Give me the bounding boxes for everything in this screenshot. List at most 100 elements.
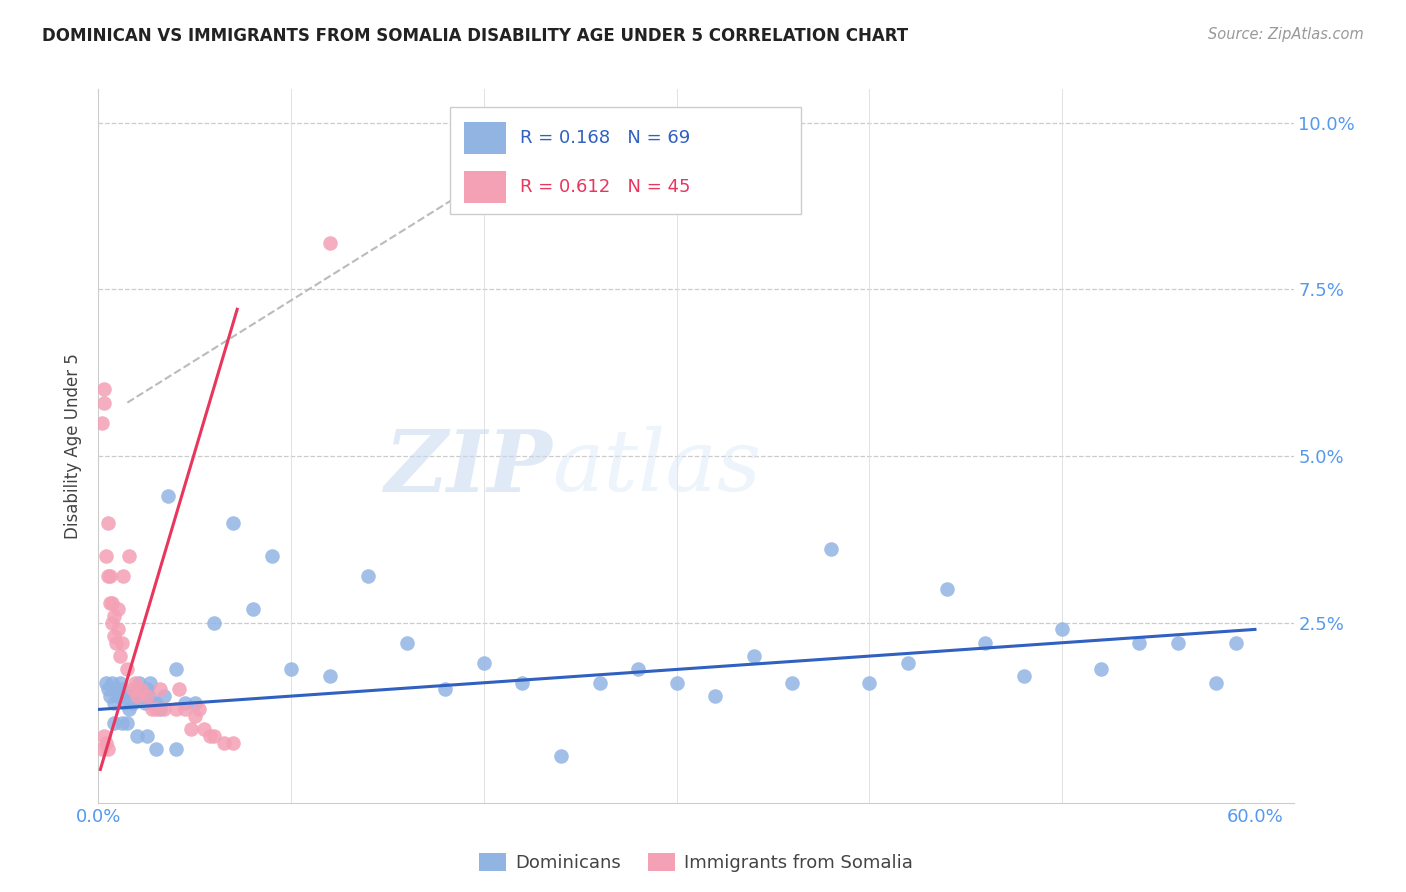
- Point: [117, 689, 139, 703]
- Point: [174, 696, 197, 710]
- Point: [118, 702, 141, 716]
- Point: [184, 696, 207, 710]
- Point: [120, 696, 142, 710]
- Point: [704, 689, 727, 703]
- Point: [134, 696, 156, 710]
- Point: [202, 729, 225, 743]
- Point: [174, 702, 197, 716]
- Point: [135, 689, 157, 703]
- Point: [98, 569, 121, 583]
- Point: [112, 569, 135, 583]
- Point: [319, 235, 342, 250]
- Point: [165, 702, 187, 716]
- Point: [125, 729, 148, 743]
- Point: [132, 689, 155, 703]
- Point: [135, 682, 157, 697]
- Point: [125, 682, 148, 697]
- Point: [129, 682, 152, 697]
- Point: [108, 649, 131, 664]
- Point: [665, 675, 688, 690]
- Point: [124, 675, 146, 690]
- Point: [202, 615, 225, 630]
- Point: [114, 696, 136, 710]
- Point: [550, 749, 572, 764]
- Point: [357, 569, 380, 583]
- Point: [135, 729, 157, 743]
- Point: [145, 742, 167, 756]
- Point: [112, 689, 135, 703]
- Point: [93, 729, 115, 743]
- Point: [180, 723, 202, 737]
- Point: [107, 689, 129, 703]
- Point: [149, 682, 172, 697]
- Point: [139, 675, 162, 690]
- Point: [260, 549, 283, 563]
- Point: [93, 382, 115, 396]
- Point: [117, 662, 139, 676]
- Point: [141, 696, 163, 710]
- Point: [97, 682, 120, 697]
- Point: [184, 709, 207, 723]
- Point: [93, 395, 115, 409]
- Text: R = 0.168   N = 69: R = 0.168 N = 69: [520, 129, 690, 147]
- Point: [820, 542, 842, 557]
- Point: [742, 649, 765, 664]
- Point: [897, 656, 920, 670]
- Point: [97, 742, 120, 756]
- Point: [118, 549, 141, 563]
- Point: [122, 682, 145, 697]
- Point: [193, 723, 215, 737]
- Point: [103, 696, 125, 710]
- Point: [222, 736, 245, 750]
- Point: [104, 636, 127, 650]
- Point: [1225, 636, 1247, 650]
- Point: [128, 675, 150, 690]
- Point: [94, 736, 117, 750]
- Bar: [464, 122, 506, 154]
- Point: [627, 662, 650, 676]
- Point: [91, 416, 114, 430]
- Point: [103, 715, 125, 730]
- Y-axis label: Disability Age Under 5: Disability Age Under 5: [65, 353, 83, 539]
- Point: [141, 702, 163, 716]
- Point: [103, 609, 125, 624]
- Point: [110, 715, 132, 730]
- Point: [145, 702, 167, 716]
- Point: [153, 702, 176, 716]
- Point: [200, 729, 222, 743]
- Text: R = 0.612   N = 45: R = 0.612 N = 45: [520, 178, 690, 196]
- Point: [97, 569, 120, 583]
- Point: [222, 516, 245, 530]
- Point: [103, 629, 125, 643]
- Point: [165, 662, 187, 676]
- Point: [145, 696, 167, 710]
- Point: [107, 623, 129, 637]
- Point: [94, 675, 117, 690]
- Point: [97, 516, 120, 530]
- Point: [1012, 669, 1035, 683]
- Point: [1090, 662, 1112, 676]
- Point: [1167, 636, 1189, 650]
- Point: [472, 656, 495, 670]
- Point: [129, 682, 152, 697]
- Point: [104, 682, 127, 697]
- Point: [165, 742, 187, 756]
- Point: [242, 602, 264, 616]
- Point: [974, 636, 997, 650]
- Point: [124, 689, 146, 703]
- Point: [169, 682, 191, 697]
- Point: [107, 602, 129, 616]
- Point: [110, 636, 132, 650]
- Point: [187, 702, 209, 716]
- Point: [1128, 636, 1150, 650]
- Point: [935, 582, 957, 597]
- Point: [156, 489, 179, 503]
- Point: [138, 689, 160, 703]
- Point: [588, 675, 610, 690]
- Point: [1205, 675, 1227, 690]
- Point: [122, 696, 145, 710]
- Point: [782, 675, 804, 690]
- Point: [1050, 623, 1073, 637]
- Point: [94, 549, 117, 563]
- Point: [98, 689, 121, 703]
